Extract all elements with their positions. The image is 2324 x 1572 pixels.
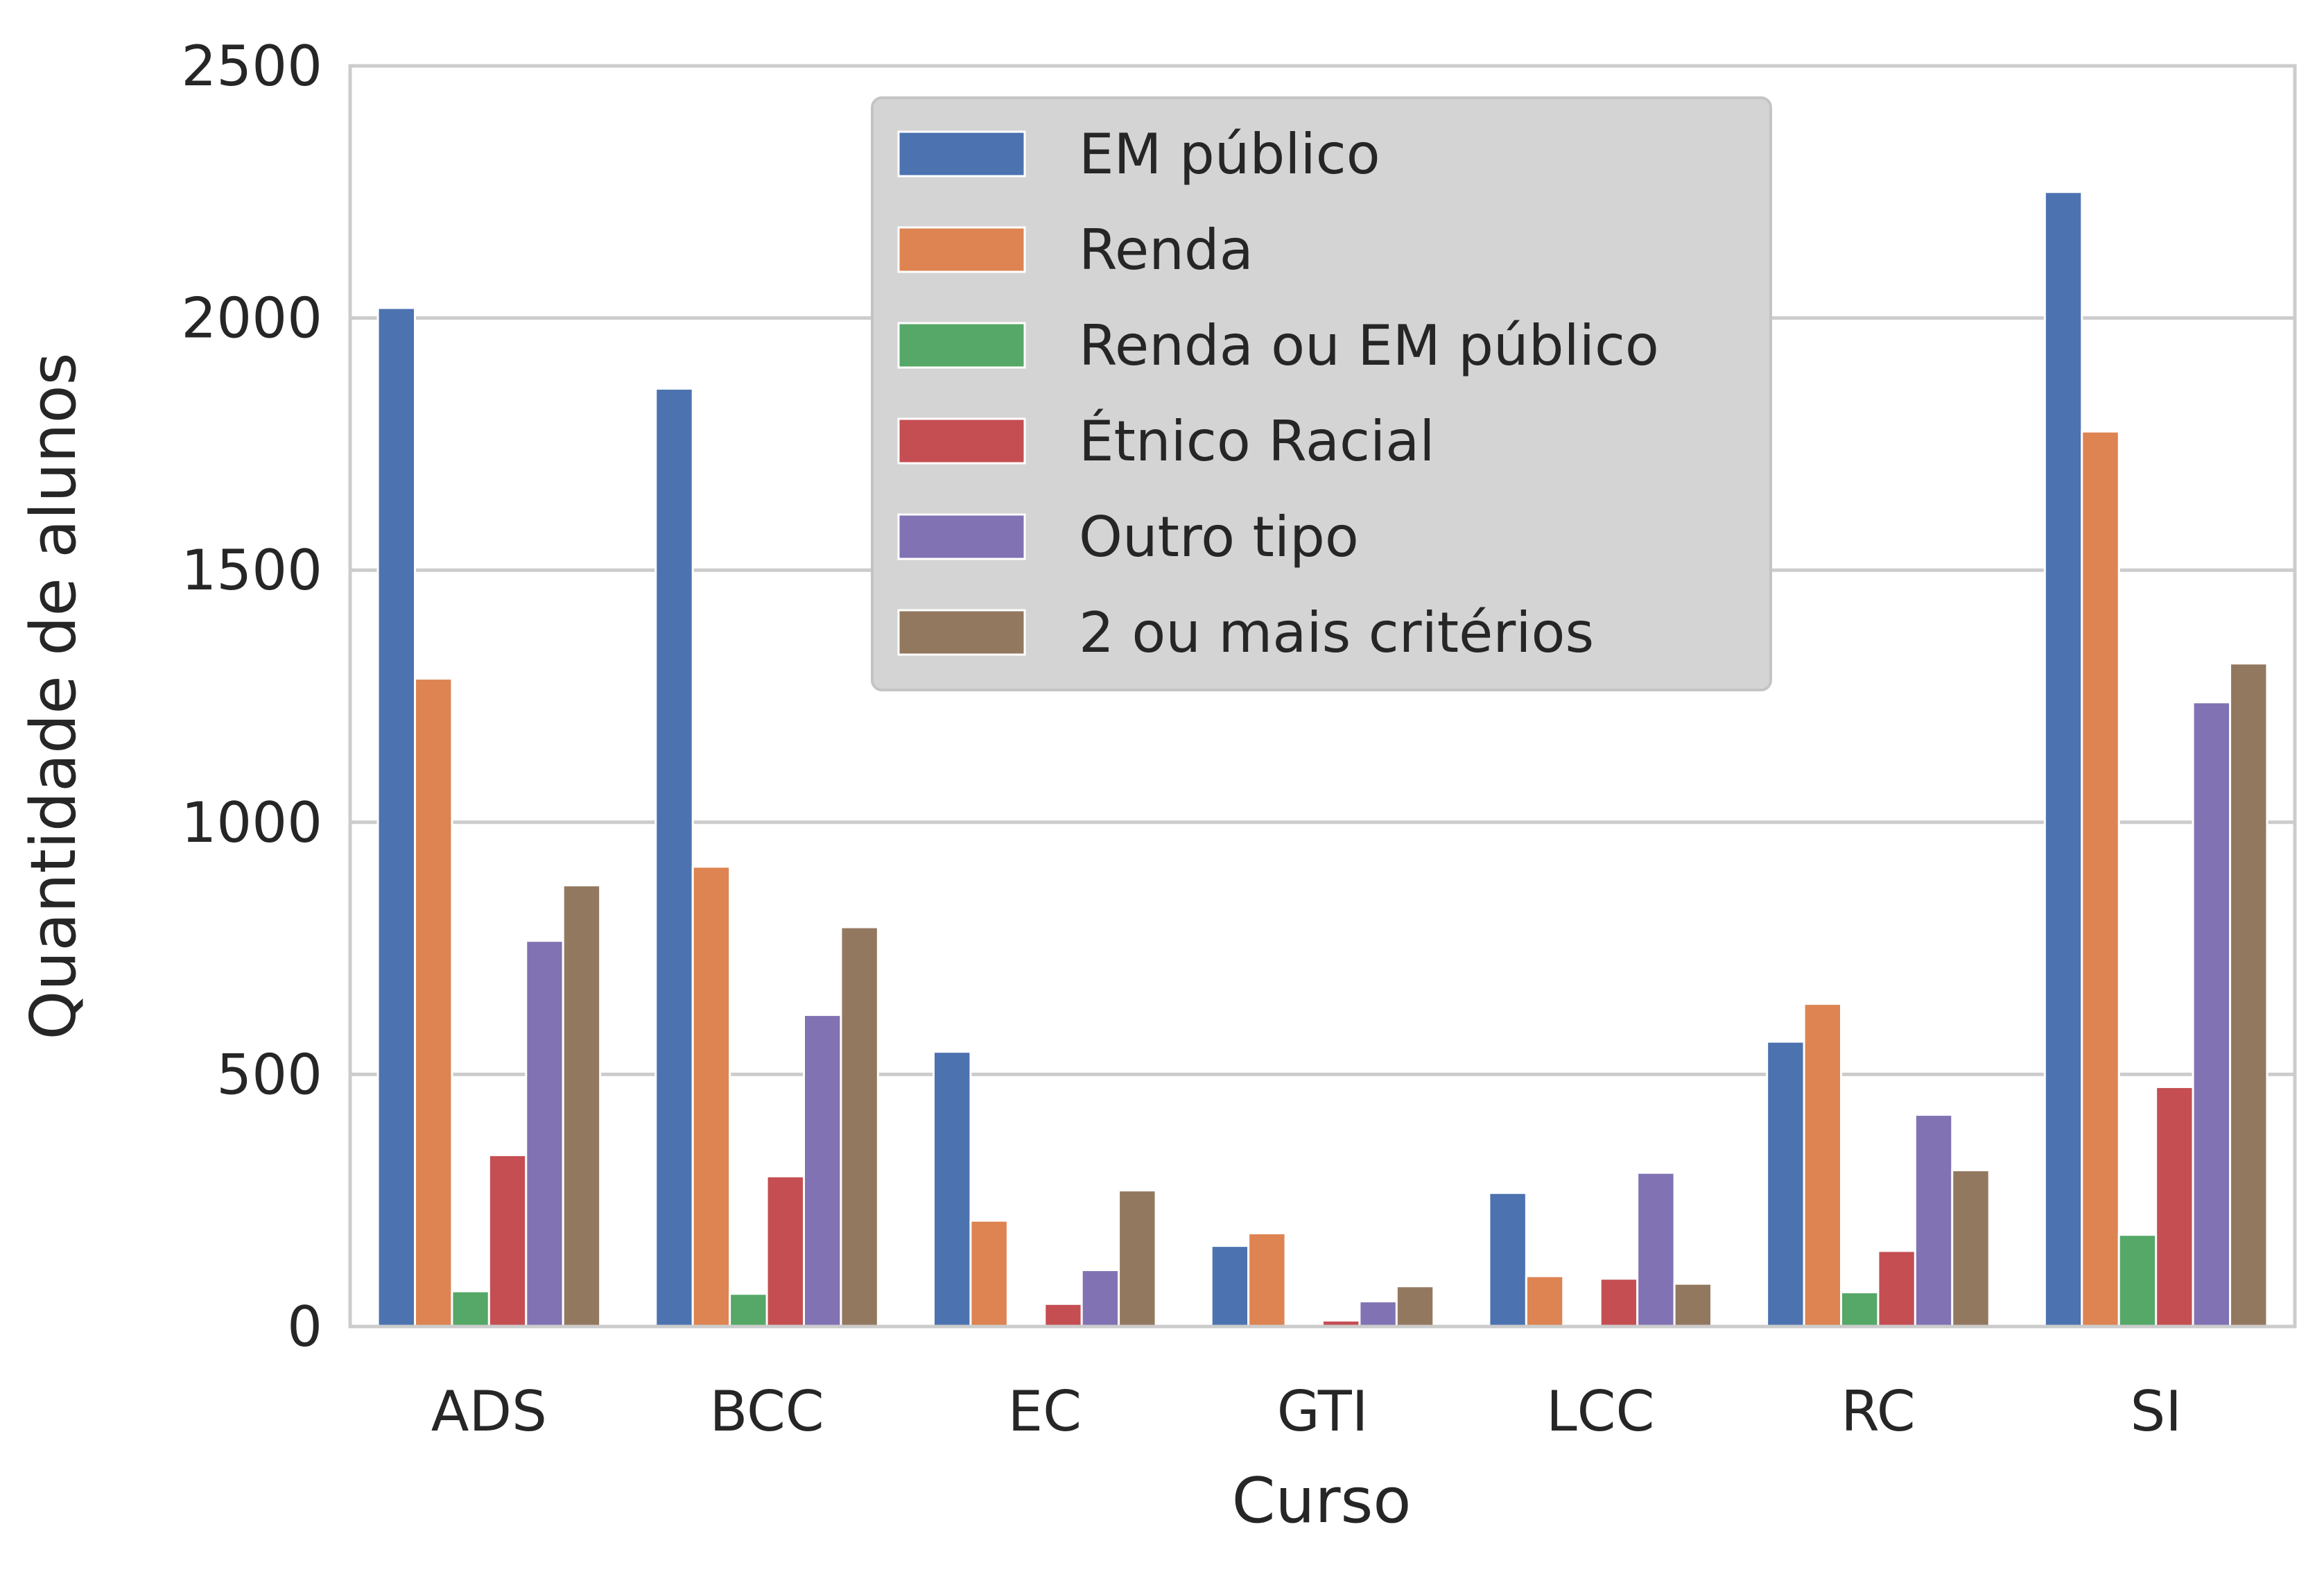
bar-bcc-series-5: [803, 1014, 842, 1328]
x-tick-label: GTI: [1277, 1379, 1369, 1444]
y-tick-label: 500: [216, 1042, 322, 1107]
bar-gti-series-6: [1395, 1285, 1435, 1328]
legend: EM público Renda Renda ou EM público Étnico…: [871, 96, 1772, 691]
legend-swatch: [897, 609, 1026, 656]
y-tick-label: 0: [287, 1295, 322, 1359]
legend-label: Renda ou EM público: [1079, 313, 1659, 378]
legend-swatch: [897, 130, 1026, 178]
bar-si-series-4: [2155, 1086, 2194, 1328]
bar-rc-series-5: [1914, 1114, 1954, 1328]
x-axis-label: Curso: [1232, 1465, 1412, 1537]
legend-swatch: [897, 513, 1026, 560]
x-tick-label: LCC: [1546, 1379, 1654, 1444]
bar-si-series-3: [2117, 1234, 2158, 1328]
y-tick-label: 2500: [181, 34, 322, 98]
bar-ec-series-5: [1080, 1269, 1120, 1328]
legend-label: Étnico Racial: [1079, 408, 1435, 474]
x-tick-label: EC: [1008, 1379, 1082, 1444]
bar-ads-series-4: [487, 1154, 528, 1328]
x-tick-label: ADS: [431, 1379, 547, 1444]
bar-ads-series-6: [562, 884, 602, 1328]
bar-gti-series-1: [1210, 1245, 1250, 1328]
bar-lcc-series-6: [1673, 1282, 1713, 1328]
bar-bcc-series-3: [729, 1293, 768, 1328]
x-tick-label: SI: [2130, 1379, 2181, 1444]
plot-frame: [348, 64, 2297, 1329]
bar-lcc-series-2: [1525, 1275, 1565, 1328]
bar-si-series-6: [2229, 662, 2269, 1328]
bar-lcc-series-4: [1599, 1277, 1639, 1328]
y-tick-labels: 0 500 1000 1500 2000 2500: [181, 34, 322, 1359]
bar-ec-series-1: [933, 1051, 972, 1328]
bar-bcc-series-4: [765, 1175, 805, 1328]
legend-label: 2 ou mais critérios: [1079, 601, 1594, 665]
bar-ads-series-1: [376, 306, 416, 1328]
bar-rc-series-2: [1803, 1003, 1843, 1328]
bar-ec-series-4: [1043, 1302, 1083, 1328]
bar-rc-series-6: [1951, 1169, 1991, 1328]
bar-si-series-2: [2081, 430, 2120, 1328]
bar-ads-series-5: [525, 940, 564, 1328]
x-tick-label: BCC: [709, 1379, 824, 1444]
bar-ec-series-2: [969, 1219, 1009, 1328]
bar-bcc-series-1: [654, 387, 694, 1328]
bar-ads-series-3: [451, 1290, 490, 1328]
bar-rc-series-1: [1766, 1040, 1805, 1328]
y-tick-label: 1000: [181, 791, 322, 855]
bar-gti-series-2: [1247, 1232, 1287, 1328]
bar-si-series-5: [2192, 701, 2232, 1328]
y-axis-label: Quantidade de alunos: [17, 352, 90, 1039]
bar-lcc-series-5: [1636, 1171, 1676, 1328]
bar-bcc-series-2: [691, 865, 731, 1328]
bar-ec-series-6: [1118, 1189, 1157, 1328]
y-tick-label: 2000: [181, 286, 322, 351]
bar-rc-series-3: [1840, 1291, 1880, 1328]
y-tick-label: 1500: [181, 538, 322, 603]
bar-bcc-series-6: [840, 926, 879, 1328]
bar-ads-series-2: [414, 677, 453, 1328]
x-tick-label: RC: [1841, 1379, 1915, 1444]
bar-lcc-series-1: [1488, 1191, 1527, 1328]
bar-rc-series-4: [1877, 1250, 1916, 1328]
bar-si-series-1: [2043, 191, 2083, 1328]
x-tick-labels: ADS BCC EC GTI LCC RC SI: [431, 1379, 2182, 1444]
legend-swatch: [897, 226, 1026, 273]
legend-swatch: [897, 322, 1026, 369]
bar-gti-series-5: [1358, 1300, 1398, 1328]
legend-box: [871, 96, 1772, 691]
legend-label: Renda: [1079, 218, 1254, 282]
legend-swatch: [897, 417, 1026, 465]
legend-label: Outro tipo: [1079, 505, 1359, 569]
bars: [376, 191, 2269, 1328]
legend-items: EM público Renda Renda ou EM público Étnico…: [897, 122, 1659, 665]
legend-label: EM público: [1079, 122, 1380, 187]
